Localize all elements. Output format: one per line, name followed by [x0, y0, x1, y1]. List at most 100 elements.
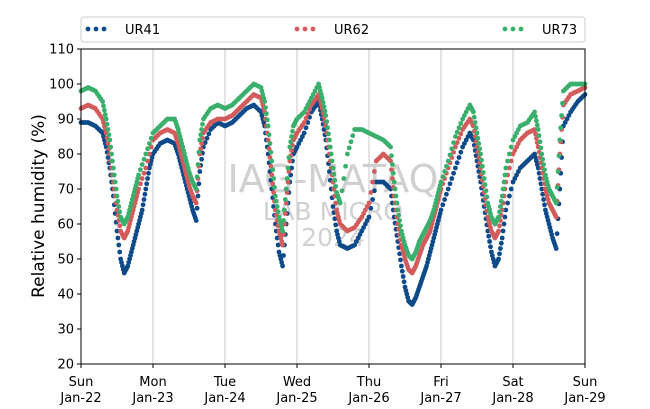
- x-tick-day: Fri: [433, 375, 449, 390]
- data-point: [474, 130, 480, 136]
- data-point: [484, 194, 490, 200]
- y-tick-label: 20: [57, 358, 74, 373]
- data-point: [114, 228, 120, 234]
- data-point: [333, 222, 339, 228]
- y-axis: 20 30 40 50 60 70 80 90 100 110: [49, 43, 81, 373]
- data-point: [301, 130, 307, 136]
- data-point: [281, 218, 286, 223]
- legend-marker: [294, 26, 300, 32]
- data-point: [116, 242, 122, 248]
- data-point: [398, 223, 403, 229]
- data-point: [339, 188, 345, 194]
- data-point: [146, 170, 151, 176]
- data-point: [139, 176, 145, 181]
- x-tick-date: Jan-24: [203, 391, 245, 406]
- data-point: [148, 135, 154, 141]
- data-point: [438, 207, 444, 213]
- data-point: [451, 170, 456, 176]
- data-point: [537, 139, 543, 145]
- data-point: [393, 193, 399, 199]
- data-point: [193, 218, 199, 223]
- data-point: [553, 214, 559, 220]
- data-point: [500, 186, 506, 192]
- data-point: [560, 100, 565, 106]
- data-point: [200, 121, 205, 127]
- data-point: [498, 204, 503, 209]
- data-point: [266, 132, 272, 138]
- data-point: [264, 111, 269, 117]
- data-point: [136, 172, 142, 178]
- data-point: [458, 131, 464, 137]
- data-point: [117, 223, 123, 229]
- data-point: [507, 151, 512, 157]
- data-point: [486, 233, 492, 239]
- data-point: [199, 156, 205, 162]
- data-point: [289, 134, 294, 139]
- x-tick-date: Jan-22: [59, 391, 101, 406]
- data-point: [535, 165, 541, 171]
- data-point: [280, 242, 285, 248]
- data-point: [288, 139, 294, 145]
- data-point: [557, 137, 563, 143]
- data-point: [286, 155, 292, 160]
- x-tick-date: Jan-29: [563, 391, 605, 406]
- data-point: [139, 207, 145, 213]
- data-point: [287, 144, 293, 150]
- x-tick-day: Thu: [356, 375, 381, 390]
- data-point: [141, 156, 147, 162]
- series-UR41: [78, 92, 588, 307]
- legend: UR41 UR62 UR73: [80, 16, 586, 43]
- data-point: [289, 165, 294, 171]
- watermark: IAG-MATAQ LAB MICRO 2024: [227, 157, 438, 252]
- data-point: [282, 197, 288, 202]
- data-point: [147, 141, 152, 146]
- data-point: [195, 193, 201, 199]
- data-point: [540, 156, 546, 162]
- data-point: [143, 165, 149, 171]
- data-point: [282, 207, 287, 213]
- data-point: [333, 200, 339, 206]
- data-point: [139, 162, 145, 167]
- data-point: [204, 135, 210, 141]
- data-point: [481, 176, 487, 181]
- data-point: [115, 235, 121, 241]
- data-point: [104, 121, 110, 127]
- data-point: [325, 125, 330, 131]
- data-point: [320, 99, 326, 105]
- data-points: [78, 81, 588, 307]
- data-point: [449, 176, 455, 181]
- data-point: [275, 242, 281, 248]
- data-point: [478, 151, 483, 157]
- plot-frame: [80, 48, 586, 365]
- data-point: [453, 134, 458, 139]
- data-point: [554, 184, 560, 190]
- data-point: [283, 186, 289, 192]
- data-point: [330, 204, 336, 209]
- data-point: [497, 223, 502, 229]
- data-point: [108, 144, 114, 150]
- data-point: [508, 158, 514, 164]
- legend-marker: [93, 26, 99, 32]
- data-point: [554, 231, 560, 237]
- y-tick-label: 30: [57, 323, 74, 338]
- data-point: [370, 179, 375, 185]
- data-point: [502, 214, 508, 220]
- data-point: [534, 122, 540, 128]
- data-point: [538, 181, 544, 187]
- data-point: [322, 108, 328, 114]
- data-point: [438, 179, 444, 185]
- y-tick-label: 50: [57, 253, 74, 268]
- data-point: [144, 181, 150, 187]
- data-point: [453, 144, 458, 150]
- data-point: [368, 190, 374, 195]
- data-point: [110, 158, 115, 164]
- data-point: [390, 162, 395, 167]
- data-point: [145, 176, 151, 181]
- legend-marker: [502, 26, 508, 32]
- data-point: [103, 116, 109, 122]
- data-point: [445, 158, 451, 164]
- legend-entry-UR73: UR73: [502, 23, 577, 38]
- data-point: [449, 146, 455, 152]
- data-point: [319, 95, 325, 101]
- data-point: [143, 186, 149, 192]
